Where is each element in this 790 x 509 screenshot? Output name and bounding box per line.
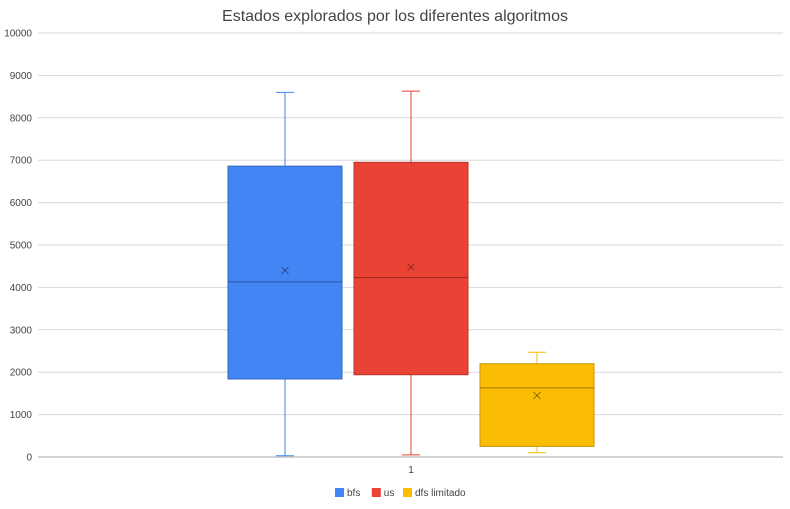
y-tick-label: 8000 — [10, 113, 33, 124]
y-tick-label: 0 — [26, 453, 32, 464]
y-tick-label: 4000 — [10, 283, 33, 294]
box-series-bfs — [227, 91, 343, 457]
iqr-box — [479, 363, 595, 447]
legend-item-us: us — [371, 488, 395, 499]
mean-marker — [281, 266, 289, 275]
y-axis-tick-labels: 0 1000 2000 3000 4000 5000 6000 7000 8000 9000 100… — [4, 29, 32, 464]
legend-swatch — [371, 488, 381, 497]
y-tick-label: 5000 — [10, 241, 33, 252]
y-tick-label: 9000 — [10, 71, 33, 82]
legend: bfs us dfs limitado — [335, 488, 466, 499]
box-series-us — [353, 90, 469, 456]
mean-marker — [533, 391, 541, 400]
x-tick-label: 1 — [408, 465, 414, 476]
y-tick-label: 3000 — [10, 325, 33, 336]
iqr-box — [227, 165, 343, 380]
legend-item-bfs: bfs — [335, 488, 360, 499]
mean-marker — [407, 263, 415, 271]
legend-swatch — [403, 488, 412, 497]
legend-label: dfs limitado — [415, 488, 466, 499]
box-series-group — [227, 90, 595, 457]
legend-swatch — [335, 488, 344, 497]
y-tick-label: 7000 — [10, 156, 33, 167]
y-tick-label: 1000 — [10, 410, 33, 421]
iqr-box — [353, 161, 469, 376]
box-series-dfs-limitado — [479, 351, 595, 454]
legend-item-dfs-limitado: dfs limitado — [403, 488, 466, 499]
legend-label: us — [384, 488, 395, 499]
y-tick-label: 2000 — [10, 368, 33, 379]
legend-label: bfs — [347, 488, 360, 499]
x-axis-tick-labels: 1 — [408, 465, 414, 476]
y-tick-label: 10000 — [4, 29, 32, 40]
y-tick-label: 6000 — [10, 198, 33, 209]
chart-title: Estados explorados por los diferentes al… — [222, 8, 568, 25]
